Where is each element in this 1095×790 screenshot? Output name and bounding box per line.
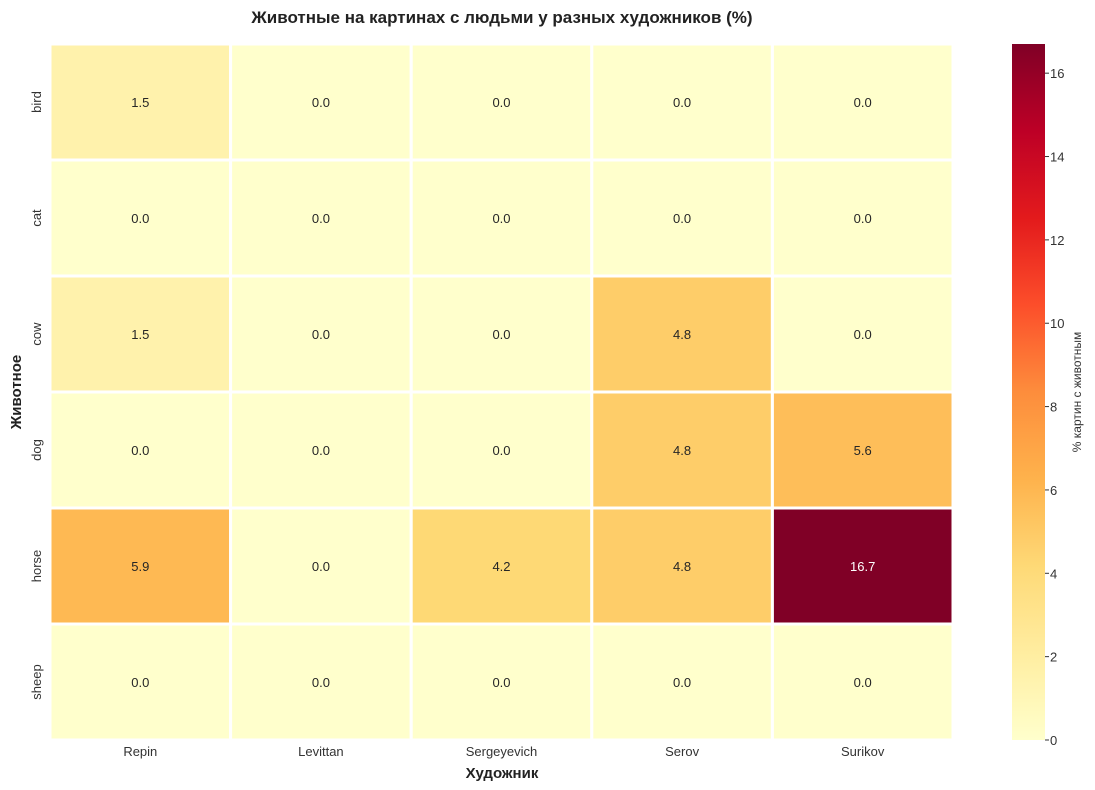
- colorbar-tick-label: 6: [1050, 483, 1057, 498]
- x-tick-label: Repin: [123, 744, 157, 759]
- heatmap-cell: [590, 622, 774, 742]
- heatmap-cell: [229, 622, 413, 742]
- heatmap-cell: [590, 274, 774, 394]
- x-axis-label: Художник: [466, 765, 539, 782]
- cell-value-label: 0.0: [131, 211, 149, 226]
- cell-value-label: 0.0: [492, 675, 510, 690]
- cell-value-label: 0.0: [131, 675, 149, 690]
- x-tick-label: Sergeyevich: [466, 744, 538, 759]
- heatmap-cell: [590, 390, 774, 510]
- cell-value-label: 1.5: [131, 327, 149, 342]
- cell-value-label: 4.8: [673, 327, 691, 342]
- colorbar-tick-label: 4: [1050, 566, 1057, 581]
- cell-value-label: 0.0: [673, 95, 691, 110]
- cell-value-label: 4.8: [673, 443, 691, 458]
- y-axis-label: Животное: [8, 355, 25, 431]
- colorbar-tick-label: 16: [1050, 66, 1064, 81]
- cell-value-label: 0.0: [131, 443, 149, 458]
- cell-value-label: 0.0: [673, 675, 691, 690]
- colorbar-tick-label: 12: [1050, 233, 1064, 248]
- x-tick-labels: Repin Levittan Sergeyevich Serov Surikov: [123, 744, 885, 759]
- heatmap-cell: [770, 158, 955, 278]
- y-tick-label: dog: [29, 439, 44, 461]
- heatmap-cell: [48, 42, 233, 162]
- heatmap-cell: [48, 390, 233, 510]
- chart-title: Животные на картинах с людьми у разных х…: [250, 8, 752, 27]
- colorbar: [1012, 44, 1045, 740]
- cell-value-label: 5.9: [131, 559, 149, 574]
- y-tick-label: sheep: [29, 664, 44, 699]
- x-tick-label: Serov: [665, 744, 699, 759]
- cell-value-label: 0.0: [854, 327, 872, 342]
- heatmap-cell: [409, 42, 594, 162]
- colorbar-label: % картин с животным: [1070, 332, 1084, 452]
- x-tick-label: Surikov: [841, 744, 885, 759]
- heatmap-cell: [229, 274, 413, 394]
- colorbar-tick-label: 8: [1050, 400, 1057, 415]
- cell-value-label: 0.0: [673, 211, 691, 226]
- cell-value-label: 0.0: [492, 327, 510, 342]
- heatmap-cell: [48, 506, 233, 626]
- heatmap-cell: [409, 390, 594, 510]
- cell-value-label: 0.0: [492, 95, 510, 110]
- heatmap-cell: [770, 390, 955, 510]
- cell-value-label: 0.0: [854, 211, 872, 226]
- cell-value-label: 0.0: [312, 327, 330, 342]
- colorbar-tick-label: 2: [1050, 650, 1057, 665]
- cell-value-label: 0.0: [492, 211, 510, 226]
- heatmap-cell: [409, 158, 594, 278]
- heatmap-cells: 1.5 0.0 0.0 0.0 0.0 0.0 0.0 0.0 0.0 0.0 1.5 0.0 0.0 4…: [48, 42, 955, 742]
- colorbar-tick-label: 0: [1050, 733, 1057, 748]
- cell-value-label: 1.5: [131, 95, 149, 110]
- y-tick-label: cow: [29, 322, 44, 346]
- cell-value-label: 16.7: [850, 559, 875, 574]
- heatmap-cell: [229, 506, 413, 626]
- cell-value-label: 4.8: [673, 559, 691, 574]
- cell-value-label: 4.2: [492, 559, 510, 574]
- cell-value-label: 0.0: [312, 211, 330, 226]
- cell-value-label: 0.0: [854, 675, 872, 690]
- y-tick-label: cat: [29, 209, 44, 227]
- colorbar-tick-label: 14: [1050, 150, 1064, 165]
- heatmap-cell: [229, 390, 413, 510]
- cell-value-label: 0.0: [492, 443, 510, 458]
- cell-value-label: 0.0: [312, 559, 330, 574]
- y-tick-label: horse: [29, 550, 44, 583]
- cell-value-label: 0.0: [312, 95, 330, 110]
- heatmap-cell: [48, 158, 233, 278]
- y-tick-label: bird: [29, 91, 44, 113]
- colorbar-ticks: 0 2 4 6 8 10 12 14 16: [1045, 66, 1064, 748]
- heatmap-cell: [229, 42, 413, 162]
- heatmap-cell: [409, 506, 594, 626]
- cell-value-label: 5.6: [854, 443, 872, 458]
- heatmap-cell: [770, 622, 955, 742]
- cell-value-label: 0.0: [854, 95, 872, 110]
- y-tick-labels: bird cat cow dog horse sheep: [29, 91, 44, 700]
- cell-value-label: 0.0: [312, 675, 330, 690]
- cell-value-label: 0.0: [312, 443, 330, 458]
- x-tick-label: Levittan: [298, 744, 344, 759]
- colorbar-tick-label: 10: [1050, 316, 1064, 331]
- heatmap-cell: [409, 622, 594, 742]
